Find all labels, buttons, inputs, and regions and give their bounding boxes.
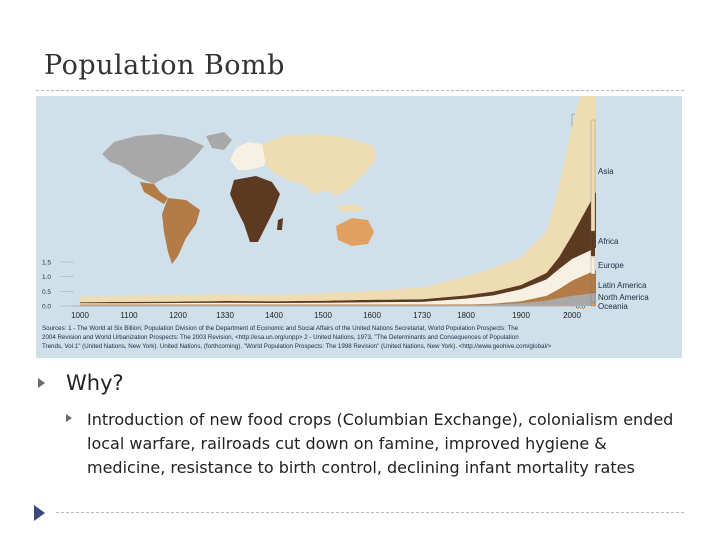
sources-text: Sources: 1 - The World at Six Billion; P… (42, 325, 552, 350)
sub-bullet-text: Introduction of new food crops (Columbia… (87, 410, 674, 477)
sources-line-3: Trends, Vol.1" (United Nations, New York… (42, 343, 552, 350)
north-america-region (102, 134, 204, 184)
oceania-region (336, 218, 374, 246)
x-tick-label: 1600 (363, 311, 381, 320)
legend-swatch (590, 256, 596, 275)
europe-region (230, 142, 268, 170)
madagascar-region (277, 218, 283, 230)
left-tick-label: 0.5 (42, 289, 51, 296)
x-tick-label: 1100 (120, 311, 138, 320)
x-tick-label: 1000 (71, 311, 89, 320)
footer-divider (56, 512, 684, 513)
asia-region (262, 134, 376, 196)
legend-swatch (590, 231, 596, 257)
navigation-arrow-icon[interactable] (34, 505, 45, 521)
sources-line-2: 2004 Revision and World Urbanization Pro… (42, 334, 519, 341)
x-tick-label: 1900 (512, 311, 530, 320)
world-map (102, 132, 376, 264)
greenland-region (206, 132, 232, 150)
indonesia-region (336, 204, 364, 212)
legend-swatch (590, 119, 596, 232)
legend-label: North America (598, 293, 649, 302)
x-tick-label: 1330 (216, 311, 234, 320)
left-tick-label: 1.5 (42, 260, 51, 267)
sources-line-1: Sources: 1 - The World at Six Billion; P… (42, 325, 519, 332)
x-tick-label: 1800 (457, 311, 475, 320)
bullet-icon (38, 378, 45, 388)
x-tick-label: 1200 (169, 311, 187, 320)
sub-bullet-icon (66, 414, 72, 422)
area-north-america (80, 293, 596, 306)
area-oceania (80, 304, 596, 306)
south-america-region (162, 198, 200, 264)
slide-title: Population Bomb (44, 50, 285, 81)
legend-label: Africa (598, 237, 619, 246)
bullet-why: Why? (66, 371, 124, 395)
x-tick-label: 1400 (265, 311, 283, 320)
legend-swatch (590, 302, 596, 307)
central-america-region (140, 182, 168, 204)
x-tick-label: 1730 (413, 311, 431, 320)
legend-label: Latin America (598, 281, 647, 290)
left-tick-label: 1.0 (42, 274, 51, 281)
chart-legend: Asia Africa Europe Latin America North Ameri… (590, 119, 649, 311)
title-divider (36, 90, 684, 91)
legend-swatch (590, 274, 596, 293)
x-tick-label: 2000 (563, 311, 581, 320)
population-figure: 1000 1100 1200 1330 1400 1500 1600 1730 1800 1900… (36, 96, 682, 358)
legend-swatch (590, 292, 596, 303)
population-areas (80, 96, 596, 306)
legend-label: Oceania (598, 302, 628, 311)
x-tick-label: 1500 (314, 311, 332, 320)
left-tick-label: 0.0 (42, 304, 51, 311)
right-tick-label: 0.0 (576, 304, 585, 311)
legend-label: Asia (598, 167, 614, 176)
legend-label: Europe (598, 261, 624, 270)
africa-region (230, 176, 280, 242)
left-axis-ticks: 1.5 1.0 0.5 0.0 (42, 260, 74, 311)
